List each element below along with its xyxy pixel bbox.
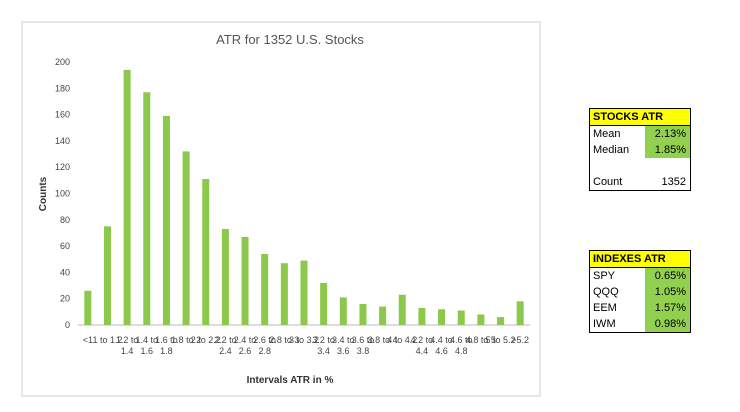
y-axis-label: Counts: [38, 176, 49, 211]
y-tick-label: 140: [55, 136, 70, 146]
table-title: STOCKS ATR: [590, 109, 690, 126]
bar: [379, 306, 387, 325]
x-tick-label: 2.6 to 2.8: [253, 335, 276, 356]
cell: Median: [593, 144, 630, 156]
bar: [162, 115, 170, 325]
bar: [221, 229, 229, 325]
bar: [516, 301, 524, 325]
x-tick-label: 1.4 to 1.6: [136, 335, 159, 356]
x-tick-label: 2.2 to 2.4: [214, 335, 237, 356]
bar: [123, 69, 131, 325]
bar: [320, 282, 328, 325]
table-row: Mean 2.13%: [590, 126, 690, 142]
cell: 0.65%: [645, 268, 690, 284]
x-tick-label: 3.4 to 3.6: [332, 335, 355, 356]
x-tick-label: 2 to 2.2: [191, 335, 221, 345]
bar: [497, 317, 505, 325]
bar: [359, 303, 367, 325]
cell: 0.98%: [645, 316, 690, 332]
x-tick-label: 1.6 to 1.8: [155, 335, 178, 356]
x-tick-label: 2.8 to 3: [269, 335, 299, 345]
x-tick-label: 2.4 to 2.6: [234, 335, 257, 356]
y-tick-label: 120: [55, 162, 70, 172]
x-tick-label: <1: [83, 335, 93, 345]
table-row: SPY 0.65%: [590, 268, 690, 284]
y-tick-label: 60: [60, 241, 70, 251]
cell: EEM: [593, 302, 617, 314]
cell: 1.85%: [645, 142, 690, 158]
y-tick-label: 0: [65, 320, 70, 330]
table-row: Count 1352: [590, 174, 690, 190]
y-tick-label: 20: [60, 294, 70, 304]
table-row: [590, 158, 690, 174]
cell: Mean: [593, 128, 621, 140]
bar: [477, 314, 485, 325]
x-tick-label: 1.8 to 2: [171, 335, 201, 345]
x-axis-label: Intervals ATR in %: [247, 375, 334, 386]
y-tick-label: 180: [55, 83, 70, 93]
bar: [300, 260, 308, 325]
bar: [398, 294, 406, 325]
bar: [418, 307, 426, 325]
x-tick-label: 4 to 4.2: [387, 335, 417, 345]
y-tick-label: 80: [60, 215, 70, 225]
cell: 1.05%: [645, 284, 690, 300]
cell: 1.57%: [645, 300, 690, 316]
cell: 2.13%: [645, 126, 690, 142]
x-tick-label: 4.8 to 5: [466, 335, 496, 345]
bar: [457, 310, 465, 325]
x-tick-label: >5.2: [511, 335, 529, 345]
table-title: INDEXES ATR: [590, 251, 690, 268]
y-tick-label: 200: [55, 57, 70, 67]
bar: [182, 151, 190, 325]
table-row: IWM 0.98%: [590, 316, 690, 332]
x-tick-label: 4.4 to 4.6: [430, 335, 453, 356]
cell: 1352: [661, 176, 686, 188]
bar: [280, 263, 288, 325]
bar: [143, 92, 151, 326]
bar: [241, 236, 249, 325]
cell: IWM: [593, 318, 616, 330]
x-tick-label: 1 to 1.2: [92, 335, 122, 345]
cell: Count: [593, 176, 623, 188]
bar: [103, 226, 111, 325]
x-tick-label: 5 to 5.2: [486, 335, 516, 345]
x-tick-label: 3.8 to 4: [368, 335, 398, 345]
table-row: EEM 1.57%: [590, 300, 690, 316]
cell: QQQ: [593, 286, 619, 298]
bar: [202, 179, 210, 325]
cell: SPY: [593, 270, 616, 282]
chart-title: ATR for 1352 U.S. Stocks: [216, 32, 364, 47]
y-tick-label: 40: [60, 267, 70, 277]
indexes-table: INDEXES ATR SPY 0.65% QQQ 1.05% EEM 1.57% I…: [589, 250, 691, 333]
bar: [261, 253, 269, 325]
y-tick-label: 100: [55, 189, 70, 199]
y-tick-label: 160: [55, 110, 70, 120]
bar: [339, 297, 347, 325]
chart-frame: [21, 21, 541, 397]
x-tick-label: 3.6 to 3.8: [352, 335, 375, 356]
x-tick-label: 1.2 to 1.4: [116, 335, 139, 356]
x-tick-label: 4.2 to 4.4: [411, 335, 434, 356]
x-tick-label: 4.6 to 4.8: [450, 335, 473, 356]
x-tick-label: 3 to 3.2: [289, 335, 319, 345]
x-tick-label: 3.2 to 3.4: [312, 335, 335, 356]
table-row: Median 1.85%: [590, 142, 690, 158]
stocks-table: STOCKS ATR Mean 2.13% Median 1.85% Count 13…: [589, 108, 691, 191]
table-row: QQQ 1.05%: [590, 284, 690, 300]
bar: [84, 290, 92, 325]
bar: [438, 309, 446, 325]
